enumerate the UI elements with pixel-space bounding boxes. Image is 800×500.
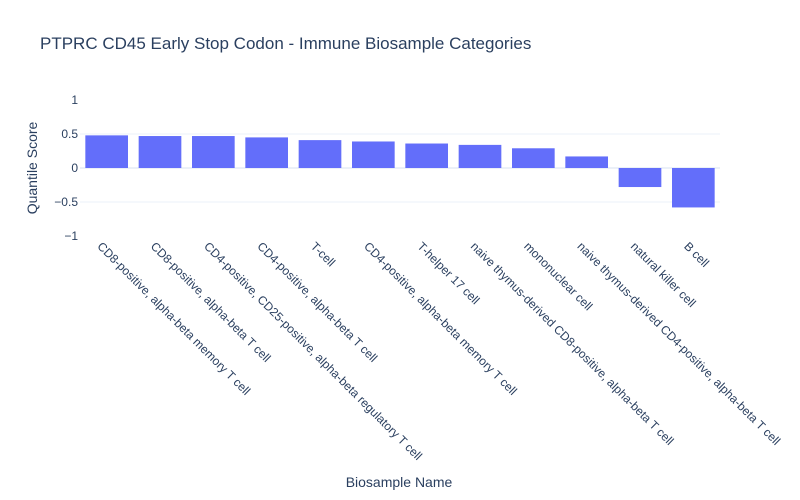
bar[interactable] — [192, 136, 235, 168]
bar[interactable] — [565, 156, 608, 168]
x-tick-label: naive thymus-derived CD8-positive, alpha… — [468, 239, 677, 448]
x-tick-label: T-cell — [308, 239, 338, 269]
x-tick-label: B cell — [681, 239, 712, 270]
y-tick-label: 1 — [71, 93, 78, 107]
bar[interactable] — [245, 137, 288, 168]
y-tick-label: 0.5 — [61, 127, 78, 141]
y-tick-label: −1 — [64, 229, 78, 243]
bar[interactable] — [458, 144, 502, 168]
y-tick-label: −0.5 — [54, 195, 78, 209]
bar[interactable] — [512, 148, 555, 168]
x-tick-label: naive thymus-derived CD4-positive, alpha… — [575, 239, 784, 448]
y-tick-label: 0 — [71, 161, 78, 175]
bar-layer — [85, 135, 715, 208]
bar[interactable] — [138, 136, 182, 168]
grid-layer — [80, 133, 720, 203]
chart-title: PTPRC CD45 Early Stop Codon - Immune Bio… — [40, 34, 532, 53]
bar[interactable] — [352, 141, 395, 168]
x-axis-ticks: CD8-positive, alpha-beta memory T cellCD… — [95, 239, 784, 463]
bar[interactable] — [298, 140, 342, 168]
y-axis-title: Quantile Score — [24, 121, 40, 214]
bar[interactable] — [618, 168, 662, 188]
bar[interactable] — [405, 143, 448, 168]
x-axis-title: Biosample Name — [346, 474, 453, 490]
bar[interactable] — [85, 135, 128, 168]
bar[interactable] — [672, 168, 715, 208]
y-axis-ticks: 1 0.5 0 −0.5 −1 — [54, 93, 78, 243]
